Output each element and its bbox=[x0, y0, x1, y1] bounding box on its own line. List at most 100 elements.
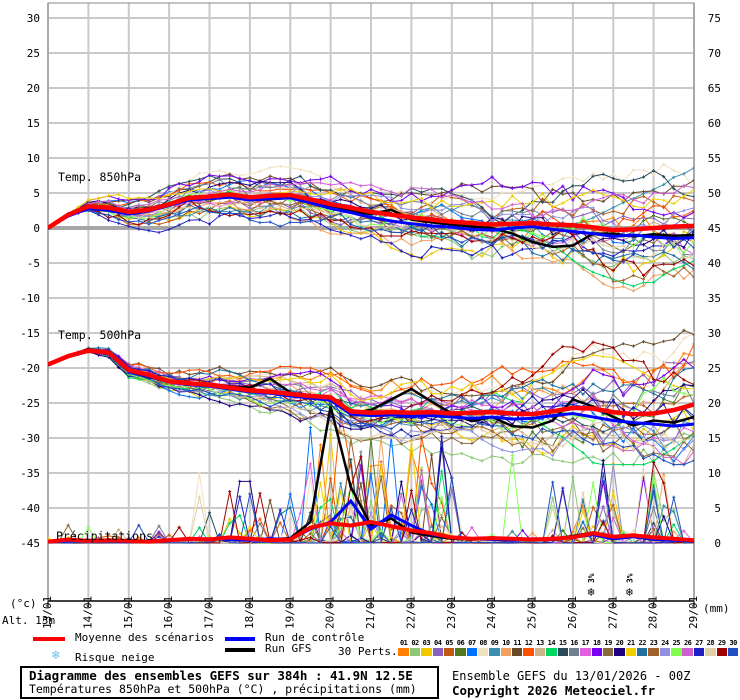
chart-subtitle: Températures 850hPa et 500hPa (°C) , pré… bbox=[29, 682, 417, 696]
control-line-label: Run de contrôle bbox=[265, 631, 365, 644]
svg-text:24/01: 24/01 bbox=[485, 596, 498, 629]
svg-text:40: 40 bbox=[708, 257, 721, 270]
svg-text:13/01: 13/01 bbox=[41, 596, 54, 629]
svg-text:Temp. 850hPa: Temp. 850hPa bbox=[58, 170, 141, 184]
svg-text:65: 65 bbox=[708, 82, 721, 95]
svg-text:50: 50 bbox=[708, 187, 721, 200]
control-line-swatch bbox=[225, 637, 255, 641]
svg-text:0: 0 bbox=[714, 537, 721, 550]
svg-text:30: 30 bbox=[27, 12, 40, 25]
member-13: 13 bbox=[534, 639, 546, 656]
svg-text:14/01: 14/01 bbox=[81, 596, 94, 629]
svg-text:22/01: 22/01 bbox=[404, 596, 417, 629]
member-14: 14 bbox=[546, 639, 557, 656]
svg-text:75: 75 bbox=[708, 12, 721, 25]
chart-title: Diagramme des ensembles GEFS sur 384h : … bbox=[29, 668, 413, 683]
svg-text:15: 15 bbox=[708, 432, 721, 445]
snow-risk-flake-icon: ❄ bbox=[626, 585, 633, 599]
svg-text:Temp. 500hPa: Temp. 500hPa bbox=[58, 328, 141, 342]
member-19: 19 bbox=[602, 639, 614, 656]
svg-text:45: 45 bbox=[708, 222, 721, 235]
member-30: 30 bbox=[727, 639, 739, 656]
svg-text:-35: -35 bbox=[20, 467, 40, 480]
svg-text:-40: -40 bbox=[20, 502, 40, 515]
svg-text:23/01: 23/01 bbox=[445, 596, 458, 629]
svg-text:28/01: 28/01 bbox=[647, 596, 660, 629]
member-18: 18 bbox=[591, 639, 602, 656]
snow-risk-percent: 3% bbox=[587, 573, 596, 583]
mean-line-swatch bbox=[33, 637, 65, 641]
member-16: 16 bbox=[568, 639, 580, 656]
svg-text:-20: -20 bbox=[20, 362, 40, 375]
snow-risk-percent: 3% bbox=[625, 573, 634, 583]
svg-text:19/01: 19/01 bbox=[283, 596, 296, 629]
chart-title-box: Diagramme des ensembles GEFS sur 384h : … bbox=[20, 666, 439, 699]
run-info-block: Ensemble GEFS du 13/01/2026 - 00Z Copyri… bbox=[452, 669, 690, 698]
perturbation-color-strip: 01 02 03 04 05 06 07 08 09 10 11 12 13 14 15 16 17 18 19 20… bbox=[398, 639, 739, 656]
member-09: 09 bbox=[489, 639, 500, 656]
snow-risk-label: Risque neige bbox=[75, 651, 155, 664]
svg-text:17/01: 17/01 bbox=[203, 596, 216, 629]
member-25: 25 bbox=[671, 639, 682, 656]
svg-text:21/01: 21/01 bbox=[364, 596, 377, 629]
member-28: 28 bbox=[705, 639, 716, 656]
svg-text:-45: -45 bbox=[20, 537, 40, 550]
svg-text:25: 25 bbox=[708, 362, 721, 375]
member-17: 17 bbox=[580, 639, 591, 656]
member-15: 15 bbox=[557, 639, 568, 656]
member-11: 11 bbox=[512, 639, 523, 656]
svg-text:(°c): (°c) bbox=[10, 597, 37, 610]
snow-risk-flake-icon: ❄ bbox=[587, 585, 594, 599]
svg-text:Précipitations: Précipitations bbox=[56, 529, 153, 543]
member-10: 10 bbox=[500, 639, 512, 656]
snowflake-icon: ❄ bbox=[52, 648, 60, 663]
svg-text:35: 35 bbox=[708, 292, 721, 305]
svg-text:29/01: 29/01 bbox=[687, 596, 700, 629]
member-03: 03 bbox=[421, 639, 432, 656]
member-26: 26 bbox=[682, 639, 693, 656]
svg-text:-25: -25 bbox=[20, 397, 40, 410]
member-02: 02 bbox=[409, 639, 421, 656]
svg-text:27/01: 27/01 bbox=[606, 596, 619, 629]
svg-text:16/01: 16/01 bbox=[162, 596, 175, 629]
svg-text:-15: -15 bbox=[20, 327, 40, 340]
svg-text:30: 30 bbox=[708, 327, 721, 340]
member-08: 08 bbox=[478, 639, 489, 656]
run-info: Ensemble GEFS du 13/01/2026 - 00Z bbox=[452, 669, 691, 683]
member-05: 05 bbox=[443, 639, 455, 656]
member-21: 21 bbox=[625, 639, 637, 656]
member-06: 06 bbox=[455, 639, 466, 656]
svg-text:5: 5 bbox=[714, 502, 721, 515]
svg-text:Alt. 13m: Alt. 13m bbox=[2, 614, 55, 627]
svg-text:-10: -10 bbox=[20, 292, 40, 305]
member-29: 29 bbox=[716, 639, 727, 656]
svg-text:15/01: 15/01 bbox=[122, 596, 135, 629]
svg-text:0: 0 bbox=[33, 222, 40, 235]
copyright: Copyright 2026 Meteociel.fr bbox=[452, 683, 656, 698]
svg-text:70: 70 bbox=[708, 47, 721, 60]
member-07: 07 bbox=[466, 639, 478, 656]
svg-text:15: 15 bbox=[27, 117, 40, 130]
member-01: 01 bbox=[398, 639, 409, 656]
svg-text:5: 5 bbox=[33, 187, 40, 200]
svg-text:20: 20 bbox=[708, 397, 721, 410]
svg-text:10: 10 bbox=[708, 467, 721, 480]
member-24: 24 bbox=[659, 639, 671, 656]
svg-text:-30: -30 bbox=[20, 432, 40, 445]
svg-text:10: 10 bbox=[27, 152, 40, 165]
svg-text:26/01: 26/01 bbox=[566, 596, 579, 629]
svg-text:18/01: 18/01 bbox=[243, 596, 256, 629]
svg-text:(mm): (mm) bbox=[703, 602, 730, 615]
member-22: 22 bbox=[637, 639, 648, 656]
perts-count-label: 30 Perts. bbox=[338, 645, 398, 658]
member-04: 04 bbox=[432, 639, 443, 656]
ensemble-chart: Temp. 850hPa Temp. 500hPa Précipitations 30… bbox=[2, 2, 730, 629]
gfs-line-label: Run GFS bbox=[265, 642, 312, 655]
svg-text:25/01: 25/01 bbox=[526, 596, 539, 629]
svg-text:20/01: 20/01 bbox=[324, 596, 337, 629]
member-27: 27 bbox=[693, 639, 705, 656]
gfs-line-swatch bbox=[225, 648, 255, 652]
svg-text:-5: -5 bbox=[27, 257, 40, 270]
svg-text:60: 60 bbox=[708, 117, 721, 130]
